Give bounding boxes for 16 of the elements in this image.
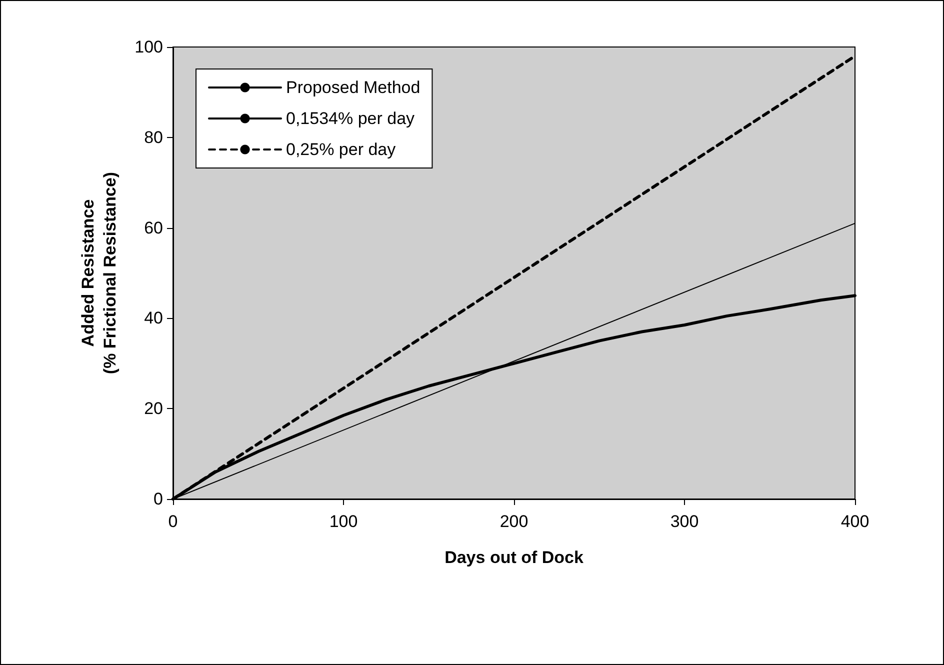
x-tick-label: 400 [840,512,870,531]
legend-label: 0,25% per day [286,140,396,159]
y-tick-label: 80 [144,128,163,147]
legend-label: 0,1534% per day [286,109,416,128]
y-axis-title: Added Resistance (% Frictional Resistance) [78,172,120,374]
y-tick-label: 0 [154,490,163,508]
x-tick-label: 100 [329,512,358,531]
y-tick-label: 20 [144,399,163,418]
x-tick-label: 300 [670,512,699,531]
y-tick-label: 60 [144,218,163,238]
legend-label: Proposed Method [286,78,420,97]
x-tick-label: 0 [168,512,178,531]
x-axis-title: Days out of Dock [444,548,584,567]
y-tick-label: 40 [144,308,163,328]
y-tick-label: 100 [134,38,163,56]
x-tick-label: 200 [500,512,528,531]
